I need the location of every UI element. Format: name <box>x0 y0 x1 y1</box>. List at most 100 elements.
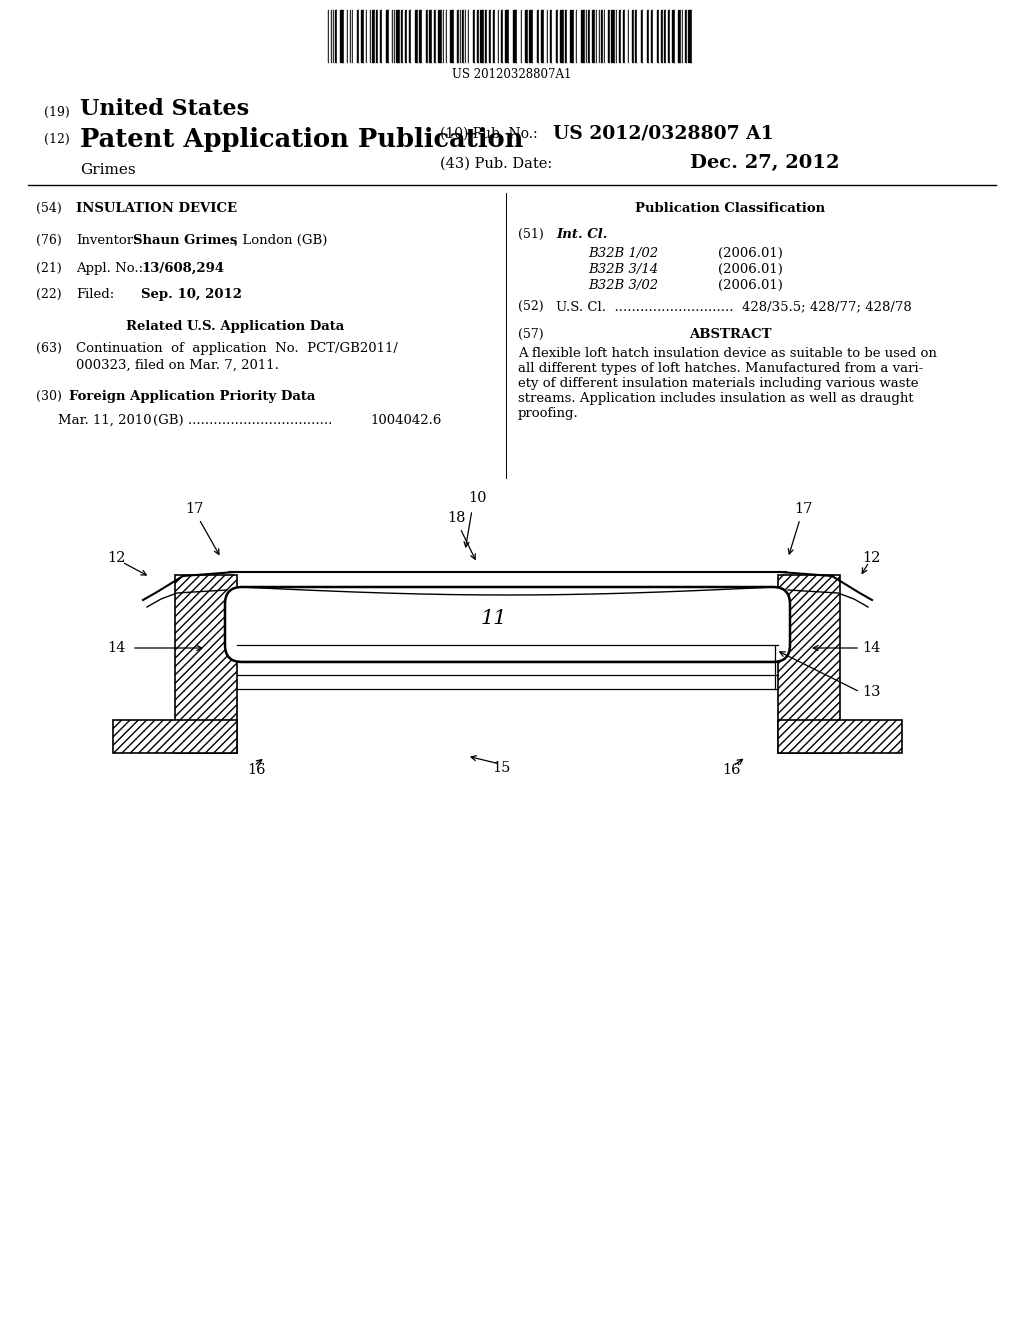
Bar <box>632 11 634 62</box>
Bar <box>401 11 403 62</box>
Bar <box>361 11 364 62</box>
Bar <box>380 11 382 62</box>
Bar <box>685 11 687 62</box>
Text: (30): (30) <box>36 389 61 403</box>
Bar <box>653 11 657 62</box>
Bar <box>635 11 637 62</box>
Text: (57): (57) <box>518 327 544 341</box>
Text: Appl. No.:: Appl. No.: <box>76 261 143 275</box>
Bar <box>489 11 490 62</box>
Bar <box>621 11 623 62</box>
Bar <box>668 11 670 62</box>
Text: 16: 16 <box>722 763 740 777</box>
Text: 13: 13 <box>862 685 881 700</box>
Bar <box>335 11 337 62</box>
Text: Shaun Grimes: Shaun Grimes <box>133 234 238 247</box>
Text: US 2012/0328807 A1: US 2012/0328807 A1 <box>553 124 774 143</box>
Bar <box>447 11 450 62</box>
Text: (54): (54) <box>36 202 61 215</box>
Bar <box>429 11 432 62</box>
Bar <box>372 11 375 62</box>
FancyBboxPatch shape <box>225 587 790 663</box>
Text: (22): (22) <box>36 288 61 301</box>
Text: INSULATION DEVICE: INSULATION DEVICE <box>76 202 237 215</box>
Bar <box>618 11 621 62</box>
Bar <box>353 11 357 62</box>
Bar <box>505 11 509 62</box>
Text: (63): (63) <box>36 342 61 355</box>
Text: (12): (12) <box>44 133 70 147</box>
Bar <box>348 11 350 62</box>
Bar <box>357 11 359 62</box>
Text: all different types of loft hatches. Manufactured from a vari-: all different types of loft hatches. Man… <box>518 362 924 375</box>
Text: (52): (52) <box>518 300 544 313</box>
Bar <box>344 11 347 62</box>
Bar <box>683 11 685 62</box>
Bar <box>411 11 415 62</box>
Bar <box>670 11 672 62</box>
Bar <box>544 11 547 62</box>
Text: (43) Pub. Date:: (43) Pub. Date: <box>440 157 552 172</box>
Text: US 20120328807A1: US 20120328807A1 <box>453 69 571 81</box>
Bar <box>548 11 550 62</box>
Bar <box>617 11 618 62</box>
Bar <box>513 11 517 62</box>
Text: ety of different insulation materials including various waste: ety of different insulation materials in… <box>518 378 919 389</box>
Bar <box>382 11 386 62</box>
Bar <box>778 719 902 752</box>
Bar <box>503 11 505 62</box>
Text: 000323, filed on Mar. 7, 2011.: 000323, filed on Mar. 7, 2011. <box>76 359 279 372</box>
Bar <box>672 11 675 62</box>
Bar <box>422 11 426 62</box>
Bar <box>432 11 434 62</box>
Bar <box>454 11 457 62</box>
Text: Sep. 10, 2012: Sep. 10, 2012 <box>141 288 242 301</box>
Bar <box>495 11 498 62</box>
Bar <box>415 11 418 62</box>
Bar <box>588 11 590 62</box>
Bar <box>649 11 651 62</box>
Bar <box>444 11 446 62</box>
Text: Continuation  of  application  No.  PCT/GB2011/: Continuation of application No. PCT/GB20… <box>76 342 398 355</box>
Bar <box>419 11 422 62</box>
Bar <box>611 11 615 62</box>
Text: Publication Classification: Publication Classification <box>635 202 825 215</box>
Bar <box>359 11 361 62</box>
Bar <box>462 11 464 62</box>
Bar <box>337 11 340 62</box>
Bar <box>608 11 610 62</box>
Text: , London (GB): , London (GB) <box>234 234 328 247</box>
Text: 10: 10 <box>468 491 486 506</box>
Bar <box>389 11 392 62</box>
Bar <box>659 11 662 62</box>
Bar <box>329 11 331 62</box>
Text: (21): (21) <box>36 261 61 275</box>
Text: United States: United States <box>80 98 249 120</box>
Bar <box>637 11 641 62</box>
Text: Filed:: Filed: <box>76 288 115 301</box>
Text: Inventor:: Inventor: <box>76 234 137 247</box>
Bar <box>597 11 599 62</box>
Bar <box>376 11 378 62</box>
Bar <box>692 11 696 62</box>
Bar <box>560 11 564 62</box>
Text: Grimes: Grimes <box>80 162 135 177</box>
Bar <box>364 11 366 62</box>
Text: Foreign Application Priority Data: Foreign Application Priority Data <box>69 389 315 403</box>
Text: 13/608,294: 13/608,294 <box>141 261 224 275</box>
Bar <box>558 11 560 62</box>
Bar <box>623 11 625 62</box>
Text: 11: 11 <box>480 609 507 627</box>
Text: streams. Application includes insulation as well as draught: streams. Application includes insulation… <box>518 392 913 405</box>
Bar <box>480 11 484 62</box>
Text: 18: 18 <box>447 511 466 525</box>
Bar <box>662 11 663 62</box>
Bar <box>475 11 477 62</box>
Text: A flexible loft hatch insulation device as suitable to be used on: A flexible loft hatch insulation device … <box>518 347 937 360</box>
Bar <box>666 11 668 62</box>
Bar <box>466 11 468 62</box>
Text: 15: 15 <box>492 762 510 775</box>
Bar <box>487 11 489 62</box>
Bar <box>550 11 552 62</box>
Bar <box>450 11 454 62</box>
